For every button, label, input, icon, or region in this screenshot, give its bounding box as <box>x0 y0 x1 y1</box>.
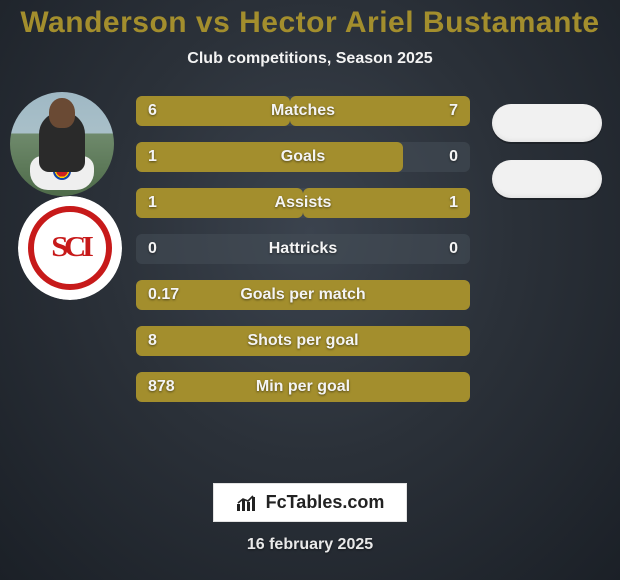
stat-value-left: 8 <box>136 326 169 356</box>
stat-value-right: 0 <box>437 142 470 172</box>
main-area: SCI 67Matches10Goals11Assists00Hattricks… <box>0 96 620 416</box>
player2-avatar-placeholder <box>492 104 602 142</box>
stat-value-left: 1 <box>136 142 169 172</box>
stat-row: 00Hattricks <box>136 234 470 264</box>
stat-value-right: 7 <box>437 96 470 126</box>
page-title: Wanderson vs Hector Ariel Bustamante <box>0 0 620 40</box>
stat-bars: 67Matches10Goals11Assists00Hattricks0.17… <box>136 96 470 402</box>
stat-row: 11Assists <box>136 188 470 218</box>
subtitle: Club competitions, Season 2025 <box>0 50 620 68</box>
date-text: 16 february 2025 <box>247 536 373 554</box>
brand-text: FcTables.com <box>266 492 385 513</box>
player1-club-crest: SCI <box>18 196 122 300</box>
player2-column <box>492 96 602 198</box>
stat-value-left: 878 <box>136 372 187 402</box>
stat-fill-left <box>136 326 470 356</box>
brand-chart-icon <box>236 494 258 512</box>
stat-value-left: 0 <box>136 234 169 264</box>
avatars-column: SCI <box>8 92 118 300</box>
player2-club-placeholder <box>492 160 602 198</box>
stat-row: 878Min per goal <box>136 372 470 402</box>
stat-value-right: 1 <box>437 188 470 218</box>
stat-track <box>136 234 470 264</box>
crest-monogram: SCI <box>51 232 89 264</box>
stat-value-left: 1 <box>136 188 169 218</box>
footer: FcTables.com 16 february 2025 <box>0 483 620 554</box>
player1-avatar <box>10 92 114 196</box>
brand-badge[interactable]: FcTables.com <box>213 483 408 522</box>
stat-value-right: 0 <box>437 234 470 264</box>
stat-row: 8Shots per goal <box>136 326 470 356</box>
comparison-card: Wanderson vs Hector Ariel Bustamante Clu… <box>0 0 620 580</box>
stat-row: 0.17Goals per match <box>136 280 470 310</box>
stat-fill-left <box>136 142 403 172</box>
stat-row: 10Goals <box>136 142 470 172</box>
stat-row: 67Matches <box>136 96 470 126</box>
stat-value-left: 0.17 <box>136 280 191 310</box>
stat-value-left: 6 <box>136 96 169 126</box>
